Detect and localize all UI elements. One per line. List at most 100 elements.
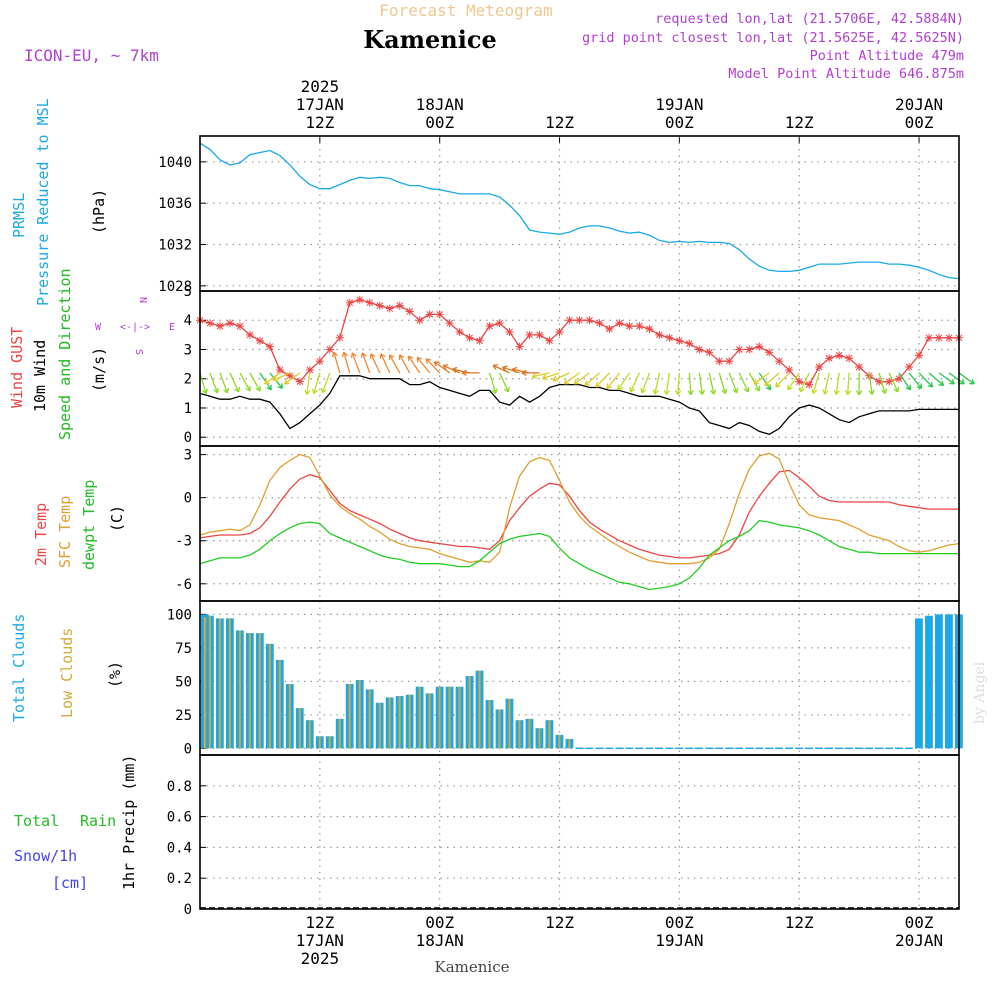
wind-arrow: [306, 372, 311, 395]
gust-marker: [445, 319, 454, 328]
series-temp-1: [199, 452, 960, 565]
gust-marker: [225, 319, 234, 328]
wind-arrow-head: [698, 389, 705, 395]
gust-marker: [415, 316, 424, 325]
wind-arrow: [665, 372, 671, 395]
wind-arrow-head: [687, 390, 694, 396]
wind-arrow-head: [416, 356, 423, 363]
gust-marker: [545, 336, 554, 345]
wind-arrow: [321, 372, 331, 394]
wind-arrow: [938, 372, 955, 385]
wind-arrow: [888, 372, 899, 393]
wind-arrow: [219, 372, 229, 394]
low-cloud-bar: [518, 720, 521, 749]
gust-marker: [295, 377, 304, 386]
wind-arrow-head: [753, 379, 760, 385]
low-cloud-bar: [428, 693, 431, 749]
low-cloud-bar: [208, 615, 211, 749]
low-cloud-bar: [238, 630, 241, 749]
low-cloud-bar: [568, 738, 571, 749]
low-cloud-bar: [408, 694, 411, 749]
gust-marker: [945, 333, 954, 342]
low-cloud-bar: [418, 686, 421, 749]
wind-arrow: [846, 372, 850, 395]
wind-arrow-head: [461, 369, 467, 377]
wind-arrow: [343, 352, 351, 374]
wind-arrow-head: [916, 383, 923, 390]
wind-arrow-head: [563, 379, 570, 385]
total-cloud-bar: [935, 614, 943, 749]
gust-marker: [665, 333, 674, 342]
low-clouds-label: Low Clouds: [58, 628, 76, 718]
wind-arrow: [677, 372, 681, 395]
gust-marker: [655, 330, 664, 339]
bottom-time-label: 12Z: [305, 913, 334, 932]
wind-arrow-head: [304, 389, 311, 395]
wind-arrow-head: [927, 382, 934, 388]
wind-arrow: [764, 372, 780, 386]
wind-arrow-head: [521, 369, 527, 377]
wind-arrow-head: [868, 389, 875, 395]
series-temp-2: [199, 519, 959, 591]
total-cloud-bar: [945, 614, 953, 749]
wind-arrow-head: [451, 366, 458, 373]
wind-arrow-head: [213, 387, 219, 394]
wind-arrow: [835, 372, 840, 395]
low-cloud-bar: [538, 728, 541, 749]
wind-arrow: [380, 353, 391, 374]
gust-marker: [875, 377, 884, 386]
wind-arrow-head: [640, 387, 647, 394]
gust-marker: [355, 295, 364, 304]
gust-marker: [505, 327, 514, 336]
gust-label: Wind GUST: [8, 327, 26, 408]
ytick-label-pressure: 1036: [158, 196, 192, 212]
wind-arrow-head: [264, 379, 270, 385]
wind-arrow: [617, 372, 630, 391]
gust-marker: [465, 333, 474, 342]
ytick-label-temp: -6: [175, 577, 192, 593]
wind-arrow-head: [811, 388, 818, 395]
gust-marker: [745, 345, 754, 354]
temp2m-label: 2m Temp: [32, 503, 50, 566]
gust-marker: [425, 310, 434, 319]
requested-coords: requested lon,lat (21.5706E, 42.5884N): [655, 11, 964, 27]
wind-arrow: [799, 372, 810, 393]
gust-marker: [685, 339, 694, 348]
wind-arrow: [361, 352, 371, 374]
wind-arrow: [389, 354, 401, 374]
gust-marker: [335, 333, 344, 342]
top-time-label: 00Z: [665, 113, 694, 132]
snow-label: Snow/1h: [14, 847, 77, 865]
low-cloud-bar: [278, 659, 281, 749]
ytick-label-precip: 0: [184, 902, 192, 918]
wind-arrow-head: [969, 379, 975, 385]
gust-marker: [645, 325, 654, 334]
rain-label-1: Total: [14, 812, 59, 830]
low-cloud-bar: [558, 734, 561, 749]
wind-arrow-head: [663, 389, 670, 395]
wind-arrow-head: [822, 389, 829, 395]
wind-arrow: [284, 372, 301, 385]
gust-marker: [785, 365, 794, 374]
wind-arrow: [753, 372, 770, 385]
gust-marker: [675, 336, 684, 345]
panel-temp: -6 -3 0 3: [175, 445, 960, 602]
wind-arrow-head: [606, 383, 612, 390]
ytick-label-precip: 0.6: [167, 810, 192, 826]
wind-arrow-head: [799, 386, 805, 393]
wind-arrow: [442, 364, 460, 374]
wind-arrow-head: [743, 386, 750, 393]
low-cloud-bar: [348, 684, 351, 749]
wind-arrow: [908, 372, 923, 389]
wind-arrow: [273, 372, 291, 382]
wind-arrow-head: [881, 388, 888, 395]
top-time-label: 12Z: [785, 113, 814, 132]
wind-arrow: [595, 372, 610, 388]
panel-pressure: 1028 1032 1036 1040: [158, 135, 960, 295]
series-temp-0: [199, 469, 959, 559]
wind-arrow-head: [542, 374, 548, 381]
low-cloud-bar: [528, 718, 531, 749]
wind-arrow-head: [407, 355, 414, 362]
wind-arrow: [948, 372, 965, 385]
